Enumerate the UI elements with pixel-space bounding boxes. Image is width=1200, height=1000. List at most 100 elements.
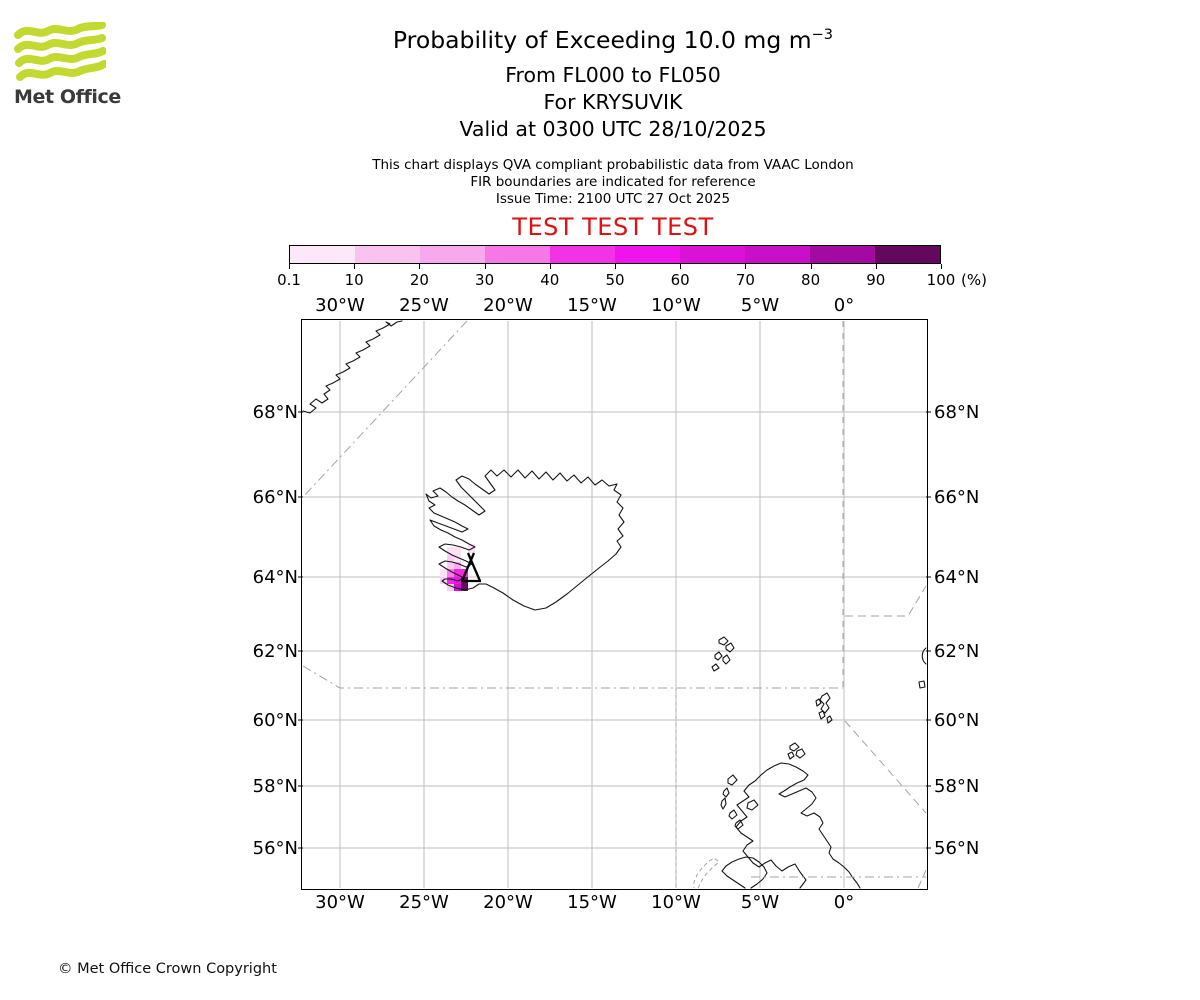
axis-label-lon-top: 0° [833, 295, 855, 316]
colorbar-tick [941, 264, 942, 269]
coastline-ireland-dashed [693, 857, 720, 889]
colorbar-tick-label: 20 [409, 271, 429, 289]
volcano-marker-icon [460, 552, 482, 583]
axis-label-lon-bottom: 10°W [651, 892, 701, 913]
map-frame [301, 319, 928, 890]
map-svg [298, 320, 931, 889]
colorbar-segment [550, 246, 615, 263]
subtitle-flight-levels: From FL000 to FL050 [505, 63, 721, 87]
coastline-faroe-islands [711, 636, 735, 672]
axis-label-lon-top: 10°W [651, 295, 701, 316]
axis-label-lat-left: 64°N [252, 567, 298, 588]
colorbar-tick [680, 264, 682, 269]
axis-label-lat-left: 66°N [252, 487, 298, 508]
colorbar-segment [810, 246, 875, 263]
ash-cell [461, 584, 468, 591]
axis-label-lat-left: 56°N [252, 838, 298, 859]
colorbar-tick [354, 264, 356, 269]
met-office-logo: Met Office [14, 21, 124, 122]
axis-label-lat-right: 68°N [934, 402, 980, 423]
colorbar-tick-label: 100 [926, 271, 956, 289]
colorbar-segment [745, 246, 810, 263]
graticule-gridlines [298, 321, 931, 888]
colorbar-tick-label: 40 [540, 271, 560, 289]
axis-label-lat-right: 62°N [934, 641, 980, 662]
colorbar-segment [485, 246, 550, 263]
colorbar-tick [875, 264, 877, 269]
coastline-norway [918, 647, 927, 689]
coastline-scotland [735, 762, 861, 889]
test-banner: TEST TEST TEST [512, 213, 714, 241]
colorbar-segment [290, 246, 355, 263]
fir-boundary-61n [302, 665, 843, 689]
coastline-hebrides [720, 774, 759, 830]
colorbar-tick [419, 264, 421, 269]
colorbar-tick-label: 0.1 [277, 271, 301, 289]
axis-label-lat-right: 64°N [934, 567, 980, 588]
fir-boundary-corner-diagonal [917, 869, 927, 889]
ash-cell [454, 555, 461, 562]
colorbar-segment [615, 246, 680, 263]
colorbar-tick-label: 30 [475, 271, 495, 289]
coastline-shetland [815, 692, 833, 724]
axis-label-lat-left: 62°N [252, 641, 298, 662]
ash-cell [454, 569, 461, 577]
note-issue-time: Issue Time: 2100 UTC 27 Oct 2025 [495, 191, 731, 207]
ash-cell [447, 569, 454, 577]
axis-label-lon-top: 20°W [483, 295, 533, 316]
colorbar-unit-label: (%) [961, 271, 987, 289]
fir-boundary-southeast-diagonal [844, 720, 927, 814]
copyright-text: © Met Office Crown Copyright [58, 961, 277, 977]
axis-label-lon-bottom: 25°W [399, 892, 449, 913]
page-title: Probability of Exceeding 10.0 mg m−3 [13, 26, 1200, 54]
ash-cell [454, 584, 461, 591]
axis-label-lon-bottom: 5°W [740, 892, 780, 913]
ash-cell [447, 562, 454, 569]
colorbar-tick-label: 80 [801, 271, 821, 289]
logo-waves-icon [14, 21, 108, 81]
axis-label-lat-right: 60°N [934, 710, 980, 731]
colorbar-tick [745, 264, 747, 269]
colorbar-tick [289, 264, 290, 269]
colorbar-tick-label: 90 [866, 271, 886, 289]
axis-label-lat-left: 58°N [252, 776, 298, 797]
ash-cell [440, 569, 447, 577]
axis-label-lon-bottom: 30°W [315, 892, 365, 913]
axis-label-lon-bottom: 20°W [483, 892, 533, 913]
colorbar-segment [680, 246, 745, 263]
colorbar-tick [484, 264, 486, 269]
logo-text: Met Office [14, 86, 121, 108]
title-exponent: −3 [811, 26, 834, 44]
ash-cell [454, 562, 461, 569]
colorbar-tick-label: 70 [735, 271, 755, 289]
subtitle-valid-time: Valid at 0300 UTC 28/10/2025 [459, 117, 767, 141]
ash-cell [447, 555, 454, 562]
probability-colorbar [289, 245, 941, 264]
colorbar-tick-label: 60 [670, 271, 690, 289]
coastline-northern-ireland [721, 856, 768, 889]
colorbar-tick [615, 264, 616, 269]
ash-cell [447, 577, 454, 584]
colorbar-segment [420, 246, 485, 263]
axis-label-lat-right: 56°N [934, 838, 980, 859]
note-qva: This chart displays QVA compliant probab… [372, 157, 854, 173]
axis-label-lat-left: 60°N [252, 710, 298, 731]
axis-label-lon-bottom: 0° [833, 892, 855, 913]
colorbar-tick-label: 50 [605, 271, 625, 289]
axis-label-lat-left: 68°N [252, 402, 298, 423]
ash-cell [447, 584, 454, 591]
colorbar-tick-label: 10 [344, 271, 364, 289]
colorbar-tick [549, 264, 551, 269]
axis-label-lat-right: 58°N [934, 776, 980, 797]
ash-cell [447, 547, 454, 555]
fir-boundary-northwest-diagonal [302, 320, 468, 498]
coastline-greenland [302, 320, 403, 414]
colorbar-segment [875, 246, 940, 263]
axis-label-lon-top: 30°W [315, 295, 365, 316]
colorbar-segment [355, 246, 420, 263]
axis-label-lon-top: 5°W [740, 295, 780, 316]
fir-boundary-63n-east [845, 585, 927, 617]
colorbar-tick [810, 264, 812, 269]
axis-label-lon-top: 25°W [399, 295, 449, 316]
